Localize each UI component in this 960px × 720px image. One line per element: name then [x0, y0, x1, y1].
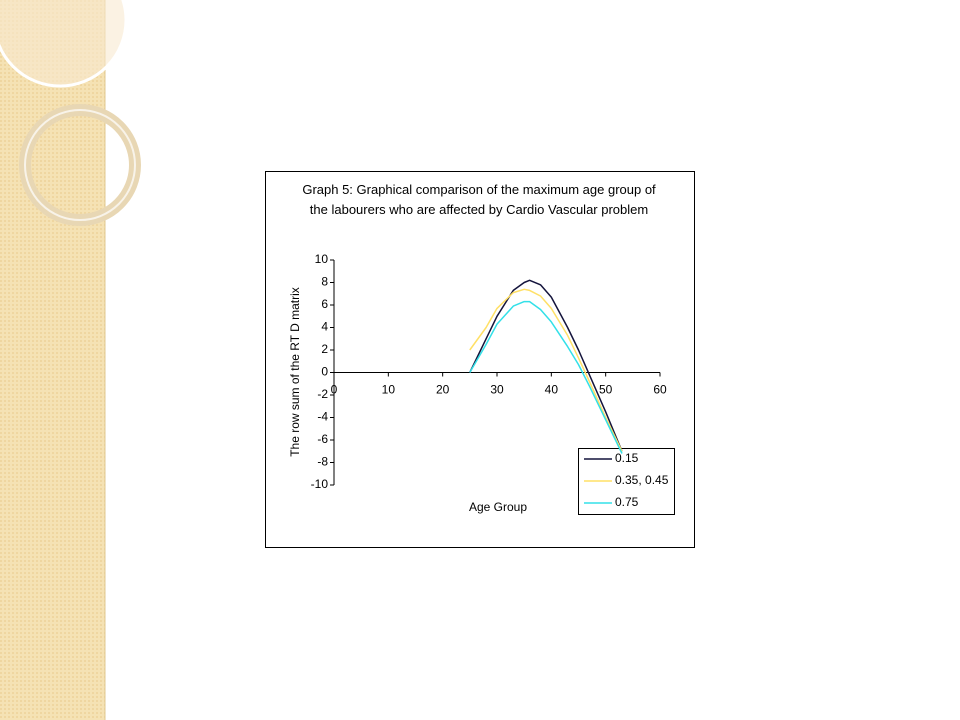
x-axis-title: Age Group: [469, 500, 527, 514]
y-tick-label: 0: [321, 365, 328, 379]
series-line: [469, 288, 623, 452]
y-axis-title: The row sum of the RT D matrix: [288, 287, 302, 457]
series-line: [469, 279, 623, 452]
y-tick-label: -4: [317, 410, 328, 424]
y-tick-label: -6: [317, 432, 328, 446]
y-tick-label: -2: [317, 387, 328, 401]
y-tick-label: 2: [321, 342, 328, 356]
y-tick-label: 10: [315, 252, 329, 266]
legend-label: 0.15: [615, 451, 639, 465]
x-tick-label: 0: [331, 383, 338, 397]
y-tick-label: 4: [321, 320, 328, 334]
x-tick-label: 10: [382, 383, 396, 397]
x-tick-label: 20: [436, 383, 450, 397]
y-tick-label: -10: [311, 477, 329, 491]
y-tick-label: 8: [321, 275, 328, 289]
legend-label: 0.75: [615, 495, 639, 509]
x-tick-label: 60: [653, 383, 667, 397]
x-tick-label: 50: [599, 383, 613, 397]
chart-title: Graph 5: Graphical comparison of the max…: [302, 182, 656, 217]
y-tick-label: -8: [317, 455, 328, 469]
x-tick-label: 30: [490, 383, 504, 397]
legend-label: 0.35, 0.45: [615, 473, 669, 487]
series-line: [469, 300, 623, 454]
side-decoration: [0, 0, 141, 720]
y-tick-label: 6: [321, 297, 328, 311]
x-tick-label: 40: [545, 383, 559, 397]
